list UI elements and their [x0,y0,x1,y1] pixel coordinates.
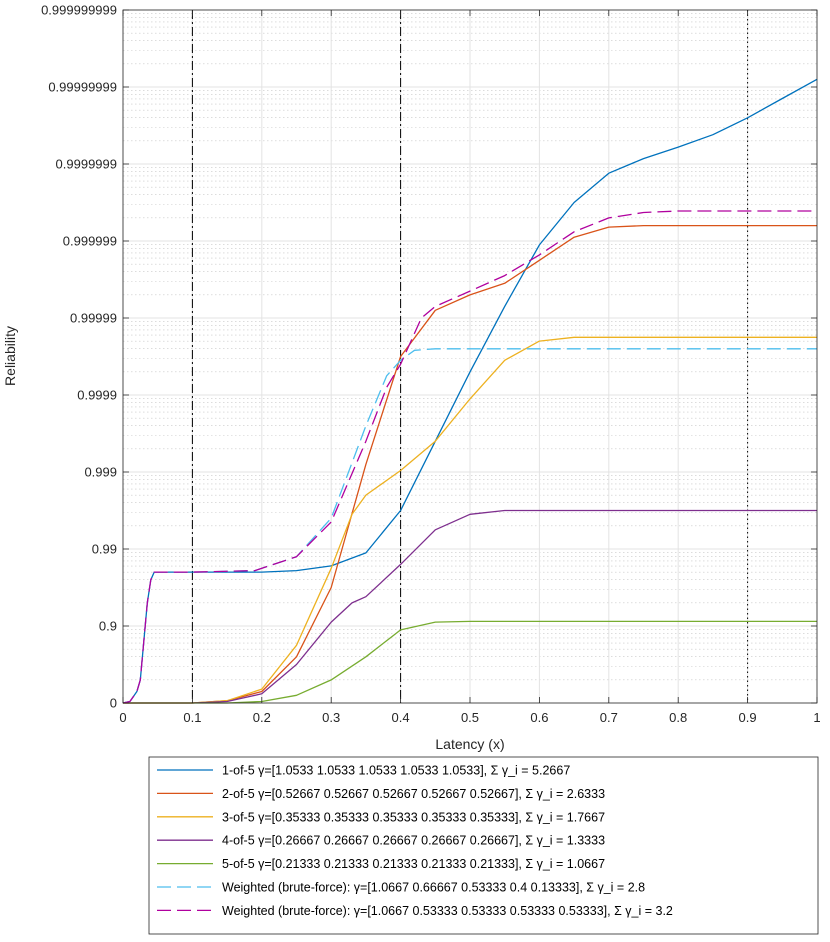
x-axis-label: Latency (x) [435,736,504,752]
series-line-3 [123,336,817,704]
legend: 1-of-5 γ=[1.0533 1.0533 1.0533 1.0533 1.… [148,756,819,935]
series-line-5 [123,620,817,704]
legend-label-1: 1-of-5 γ=[1.0533 1.0533 1.0533 1.0533 1.… [222,764,570,778]
y-axis-ticks: 0 0.9 0.99 0.999 0.9999 0.99999 0.999999 0.9999… [41,3,817,711]
x-tick-label: 0.7 [600,710,618,725]
x-axis-ticks: 0 0.1 0.2 0.3 0.4 0.5 0.6 0.7 0.8 0.9 1 [119,10,821,725]
x-tick-label: 0 [119,710,126,725]
legend-label-6: Weighted (brute-force): γ=[1.0667 0.6666… [222,881,645,895]
legend-label-3: 3-of-5 γ=[0.35333 0.35333 0.35333 0.3533… [222,810,605,824]
x-tick-label: 0.2 [253,710,271,725]
y-tick-label: 0.99 [92,542,117,557]
y-tick-label: 0.999 [84,465,117,480]
legend-label-7: Weighted (brute-force): γ=[1.0667 0.5333… [222,904,673,918]
y-tick-label: 0.999999 [63,234,117,249]
series-lines [122,78,818,704]
series-line-1 [122,78,818,704]
y-tick-label: 0.99999999 [48,80,117,95]
legend-label-4: 4-of-5 γ=[0.26667 0.26667 0.26667 0.2666… [222,834,605,848]
series-line-7 [122,210,817,704]
series-line-4 [123,509,817,704]
y-tick-label: 0.9999999 [56,157,117,172]
legend-label-2: 2-of-5 γ=[0.52667 0.52667 0.52667 0.5266… [222,787,605,801]
x-tick-label: 0.4 [392,710,410,725]
x-tick-label: 0.3 [322,710,340,725]
x-tick-label: 0.9 [739,710,757,725]
y-tick-label: 0 [110,696,117,711]
x-tick-label: 1 [813,710,820,725]
x-tick-label: 0.6 [530,710,548,725]
legend-box [148,756,819,935]
x-tick-label: 0.5 [461,710,479,725]
y-axis-label: Reliability [2,326,18,386]
y-tick-label: 0.9999 [77,388,117,403]
y-tick-label: 0.99999 [70,311,117,326]
series-line-2 [123,224,817,704]
x-tick-label: 0.8 [669,710,687,725]
y-tick-label: 0.9 [99,619,117,634]
y-tick-label: 0.999999999 [41,3,117,18]
legend-label-5: 5-of-5 γ=[0.21333 0.21333 0.21333 0.2133… [222,857,605,871]
x-tick-label: 0.1 [183,710,201,725]
